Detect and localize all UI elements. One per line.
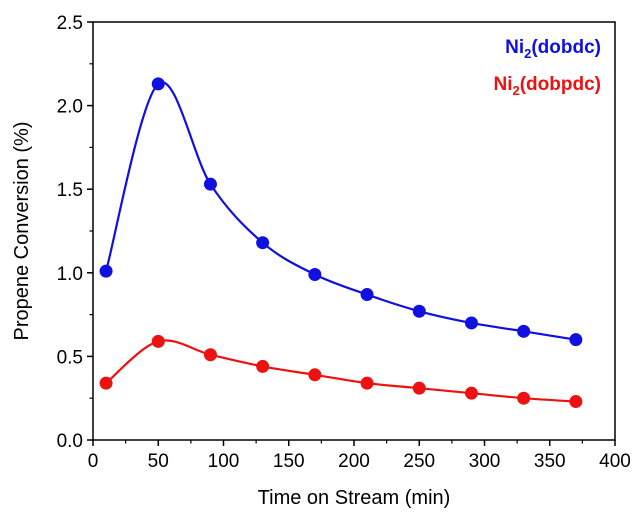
data-point xyxy=(517,324,531,338)
y-tick-label: 1.5 xyxy=(57,180,83,201)
y-tick-label: 1.0 xyxy=(57,264,83,285)
data-point xyxy=(203,177,217,191)
data-point xyxy=(256,359,270,373)
x-axis: 0 50 100 150 200 250 300 350 400 xyxy=(88,440,631,472)
x-tick-label: 50 xyxy=(148,451,169,472)
series-line xyxy=(104,81,577,341)
data-point xyxy=(412,304,426,318)
data-point xyxy=(464,316,478,330)
data-point xyxy=(256,236,270,250)
x-axis-title: Time on Stream (min) xyxy=(258,487,451,509)
series-ni2-dobdc xyxy=(99,77,583,347)
legend: Ni2(dobdc) Ni2(dobpdc) xyxy=(494,37,602,98)
x-tick-label: 200 xyxy=(338,451,370,472)
data-point xyxy=(464,386,478,400)
data-point xyxy=(360,288,374,302)
data-point xyxy=(517,391,531,405)
data-point xyxy=(360,376,374,390)
y-tick-label: 0.0 xyxy=(57,431,83,452)
data-point xyxy=(203,348,217,362)
series-ni2-dobpdc xyxy=(99,334,583,409)
plot-area xyxy=(99,77,583,409)
x-tick-label: 150 xyxy=(273,451,305,472)
data-point xyxy=(412,381,426,395)
x-tick-label: 300 xyxy=(469,451,501,472)
x-tick-label: 400 xyxy=(599,451,631,472)
x-tick-label: 250 xyxy=(403,451,435,472)
data-point xyxy=(308,368,322,382)
x-tick-label: 350 xyxy=(534,451,566,472)
y-tick-label: 0.5 xyxy=(57,347,83,368)
y-tick-label: 2.5 xyxy=(57,13,83,34)
data-point xyxy=(151,334,165,348)
legend-entry-ni2-dobdc: Ni2(dobdc) xyxy=(505,37,601,61)
data-point xyxy=(308,267,322,281)
y-axis: 0.0 0.5 1.0 1.5 2.0 2.5 xyxy=(57,13,93,452)
x-tick-label: 0 xyxy=(88,451,99,472)
y-tick-label: 2.0 xyxy=(57,97,83,118)
series-line xyxy=(105,339,576,403)
x-tick-label: 100 xyxy=(208,451,240,472)
data-point xyxy=(99,264,113,278)
y-axis-title: Propene Conversion (%) xyxy=(11,122,33,341)
legend-entry-ni2-dobpdc: Ni2(dobpdc) xyxy=(494,74,602,98)
data-point xyxy=(99,376,113,390)
data-point xyxy=(569,333,583,347)
data-point xyxy=(151,77,165,91)
data-point xyxy=(569,395,583,409)
